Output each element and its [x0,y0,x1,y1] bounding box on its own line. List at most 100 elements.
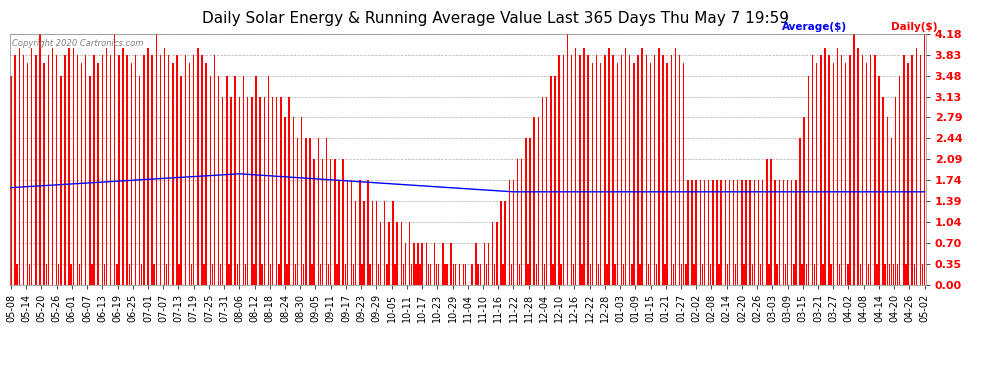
Bar [645,55,647,285]
Bar [226,76,228,285]
Bar [581,264,583,285]
Bar [710,264,712,285]
Bar [55,55,57,285]
Bar [123,48,124,285]
Bar [471,264,472,285]
Bar [762,180,763,285]
Bar [623,264,625,285]
Bar [210,76,211,285]
Bar [666,63,668,285]
Bar [388,222,390,285]
Bar [231,97,232,285]
Bar [212,264,213,285]
Bar [417,243,419,285]
Bar [378,264,379,285]
Bar [411,264,413,285]
Bar [93,55,95,285]
Bar [243,76,245,285]
Bar [155,34,157,285]
Bar [10,76,12,285]
Bar [293,117,294,285]
Bar [893,264,894,285]
Bar [517,159,519,285]
Bar [753,180,755,285]
Bar [191,264,192,285]
Bar [29,264,31,285]
Bar [197,48,199,285]
Bar [318,138,319,285]
Bar [884,264,886,285]
Bar [897,264,898,285]
Bar [766,159,767,285]
Bar [48,55,50,285]
Bar [58,264,59,285]
Bar [672,264,674,285]
Bar [261,264,263,285]
Bar [670,55,672,285]
Bar [579,55,580,285]
Bar [214,55,215,285]
Bar [70,264,72,285]
Bar [64,55,65,285]
Bar [681,264,682,285]
Bar [907,63,909,285]
Bar [135,55,137,285]
Bar [116,264,118,285]
Bar [590,264,591,285]
Bar [903,55,905,285]
Bar [297,138,298,285]
Bar [386,264,387,285]
Bar [452,264,454,285]
Bar [335,159,336,285]
Bar [46,264,47,285]
Bar [749,180,750,285]
Bar [68,48,70,285]
Bar [330,159,332,285]
Bar [642,48,643,285]
Bar [683,63,684,285]
Bar [31,48,33,285]
Bar [787,180,788,285]
Bar [326,138,328,285]
Bar [337,264,338,285]
Bar [608,48,610,285]
Bar [719,264,720,285]
Bar [463,264,464,285]
Bar [185,55,186,285]
Bar [695,180,697,285]
Bar [656,264,657,285]
Bar [438,264,440,285]
Bar [284,117,286,285]
Bar [17,264,18,285]
Bar [735,264,737,285]
Bar [60,76,61,285]
Bar [104,264,105,285]
Bar [106,48,107,285]
Bar [575,48,576,285]
Bar [477,264,479,285]
Bar [475,243,477,285]
Bar [278,264,279,285]
Bar [492,222,493,285]
Bar [91,264,93,285]
Bar [799,138,801,285]
Bar [141,264,143,285]
Bar [868,264,869,285]
Bar [218,76,220,285]
Bar [662,55,663,285]
Bar [552,264,553,285]
Bar [768,264,769,285]
Bar [222,97,224,285]
Bar [793,264,795,285]
Bar [253,264,254,285]
Bar [345,264,346,285]
Bar [833,63,834,285]
Bar [176,55,178,285]
Bar [505,201,506,285]
Bar [649,63,651,285]
Bar [380,222,381,285]
Bar [458,264,460,285]
Bar [352,264,354,285]
Bar [920,55,921,285]
Bar [403,264,404,285]
